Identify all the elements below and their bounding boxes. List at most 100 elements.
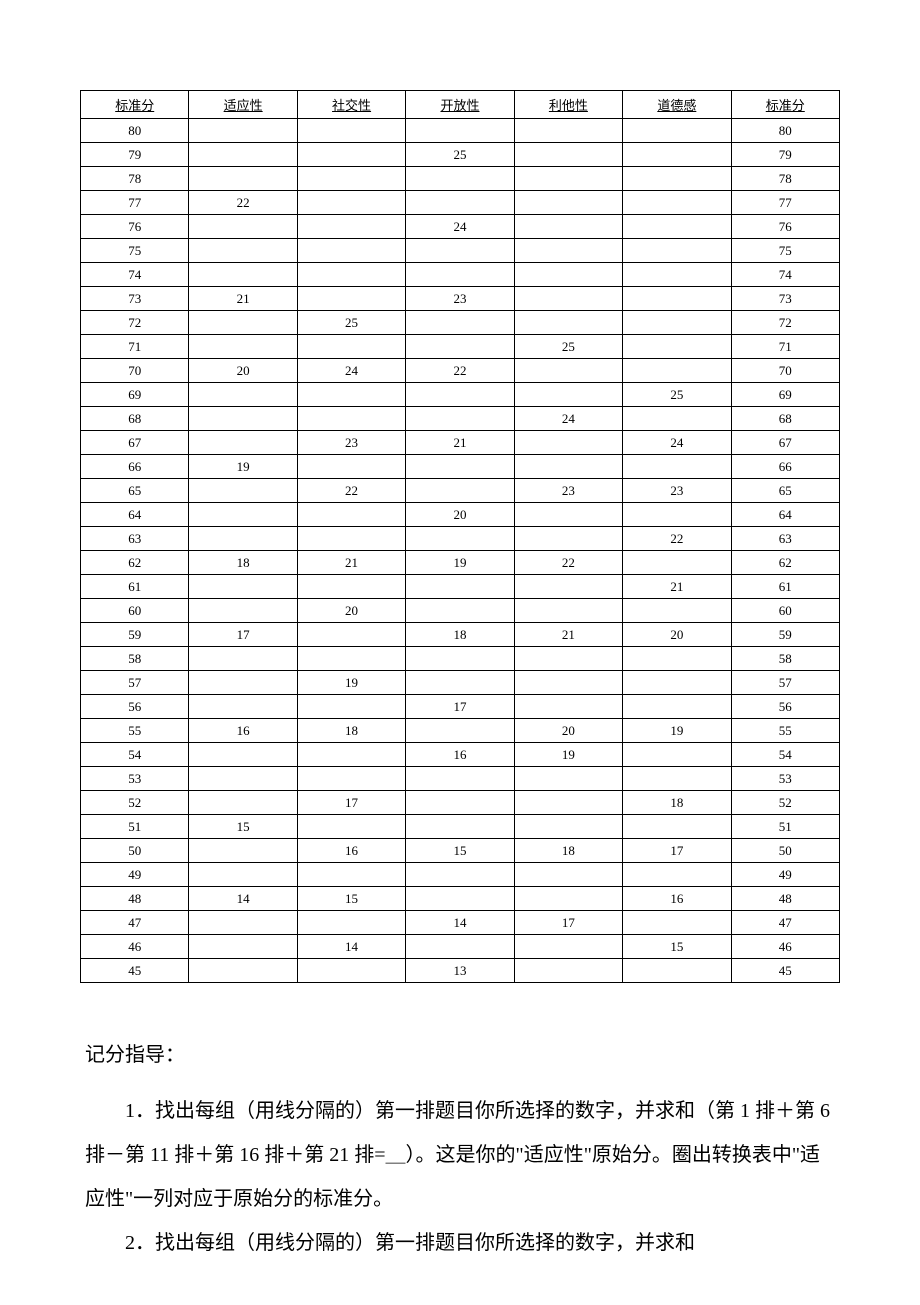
table-cell: 22 (297, 479, 405, 503)
table-cell: 50 (81, 839, 189, 863)
table-cell (406, 671, 514, 695)
table-row: 682468 (81, 407, 840, 431)
table-cell: 70 (81, 359, 189, 383)
table-cell: 21 (297, 551, 405, 575)
table-cell (189, 767, 297, 791)
table-cell (623, 695, 731, 719)
instructions-item: 1．找出每组（用线分隔的）第一排题目你所选择的数字，并求和（第 1 排＋第 6 … (85, 1089, 835, 1221)
table-cell: 61 (731, 575, 839, 599)
table-cell (623, 551, 731, 575)
table-cell: 48 (81, 887, 189, 911)
table-cell: 68 (81, 407, 189, 431)
table-cell: 24 (406, 215, 514, 239)
table-cell: 15 (189, 815, 297, 839)
table-cell: 51 (731, 815, 839, 839)
table-cell (297, 239, 405, 263)
table-cell (514, 503, 622, 527)
table-cell (514, 767, 622, 791)
table-cell (297, 383, 405, 407)
table-cell (406, 383, 514, 407)
table-cell: 24 (514, 407, 622, 431)
table-row: 7020242270 (81, 359, 840, 383)
table-cell (514, 959, 622, 983)
table-row: 47141747 (81, 911, 840, 935)
table-cell: 20 (189, 359, 297, 383)
table-cell (406, 863, 514, 887)
table-cell: 25 (623, 383, 731, 407)
table-cell (514, 143, 622, 167)
table-cell: 19 (514, 743, 622, 767)
table-cell: 17 (189, 623, 297, 647)
table-cell: 58 (731, 647, 839, 671)
table-cell (189, 743, 297, 767)
table-cell: 64 (731, 503, 839, 527)
table-cell: 50 (731, 839, 839, 863)
table-row: 642064 (81, 503, 840, 527)
table-cell (623, 767, 731, 791)
table-row: 451345 (81, 959, 840, 983)
table-cell: 80 (731, 119, 839, 143)
table-cell (406, 887, 514, 911)
table-cell: 20 (297, 599, 405, 623)
table-cell: 65 (81, 479, 189, 503)
table-cell (514, 455, 622, 479)
table-cell (514, 695, 622, 719)
table-cell: 15 (406, 839, 514, 863)
table-cell (189, 647, 297, 671)
table-row: 54161954 (81, 743, 840, 767)
table-cell (189, 431, 297, 455)
table-cell: 21 (189, 287, 297, 311)
table-cell: 78 (731, 167, 839, 191)
table-row: 692569 (81, 383, 840, 407)
table-cell: 74 (81, 263, 189, 287)
table-cell: 47 (81, 911, 189, 935)
table-cell (297, 959, 405, 983)
table-cell: 49 (731, 863, 839, 887)
table-cell (623, 359, 731, 383)
table-cell (189, 383, 297, 407)
table-cell (514, 935, 622, 959)
table-cell: 79 (81, 143, 189, 167)
table-cell: 45 (731, 959, 839, 983)
table-cell (623, 407, 731, 431)
score-conversion-table: 标准分适应性社交性开放性利他性道德感标准分 808079257978787722… (80, 90, 840, 983)
table-cell: 66 (731, 455, 839, 479)
table-cell: 19 (189, 455, 297, 479)
table-cell (189, 407, 297, 431)
table-cell: 16 (189, 719, 297, 743)
table-cell (297, 815, 405, 839)
table-cell (406, 239, 514, 263)
table-cell: 69 (81, 383, 189, 407)
table-cell (406, 791, 514, 815)
table-cell: 23 (623, 479, 731, 503)
table-cell (623, 167, 731, 191)
table-cell: 63 (81, 527, 189, 551)
table-cell (189, 119, 297, 143)
table-cell: 75 (81, 239, 189, 263)
table-cell: 77 (731, 191, 839, 215)
table-row: 511551 (81, 815, 840, 839)
table-cell (297, 407, 405, 431)
table-row: 792579 (81, 143, 840, 167)
table-cell: 71 (81, 335, 189, 359)
table-cell (406, 719, 514, 743)
table-cell (189, 527, 297, 551)
table-row: 661966 (81, 455, 840, 479)
table-cell: 76 (731, 215, 839, 239)
table-cell (514, 863, 622, 887)
table-cell (189, 863, 297, 887)
table-cell (189, 503, 297, 527)
table-cell (623, 335, 731, 359)
table-cell (297, 191, 405, 215)
table-cell: 71 (731, 335, 839, 359)
table-cell (297, 911, 405, 935)
table-cell (623, 455, 731, 479)
table-cell (406, 335, 514, 359)
table-cell (406, 407, 514, 431)
table-row: 772277 (81, 191, 840, 215)
table-cell (514, 887, 622, 911)
table-cell (189, 671, 297, 695)
table-cell (514, 527, 622, 551)
table-cell (189, 311, 297, 335)
table-header-cell: 利他性 (514, 91, 622, 119)
